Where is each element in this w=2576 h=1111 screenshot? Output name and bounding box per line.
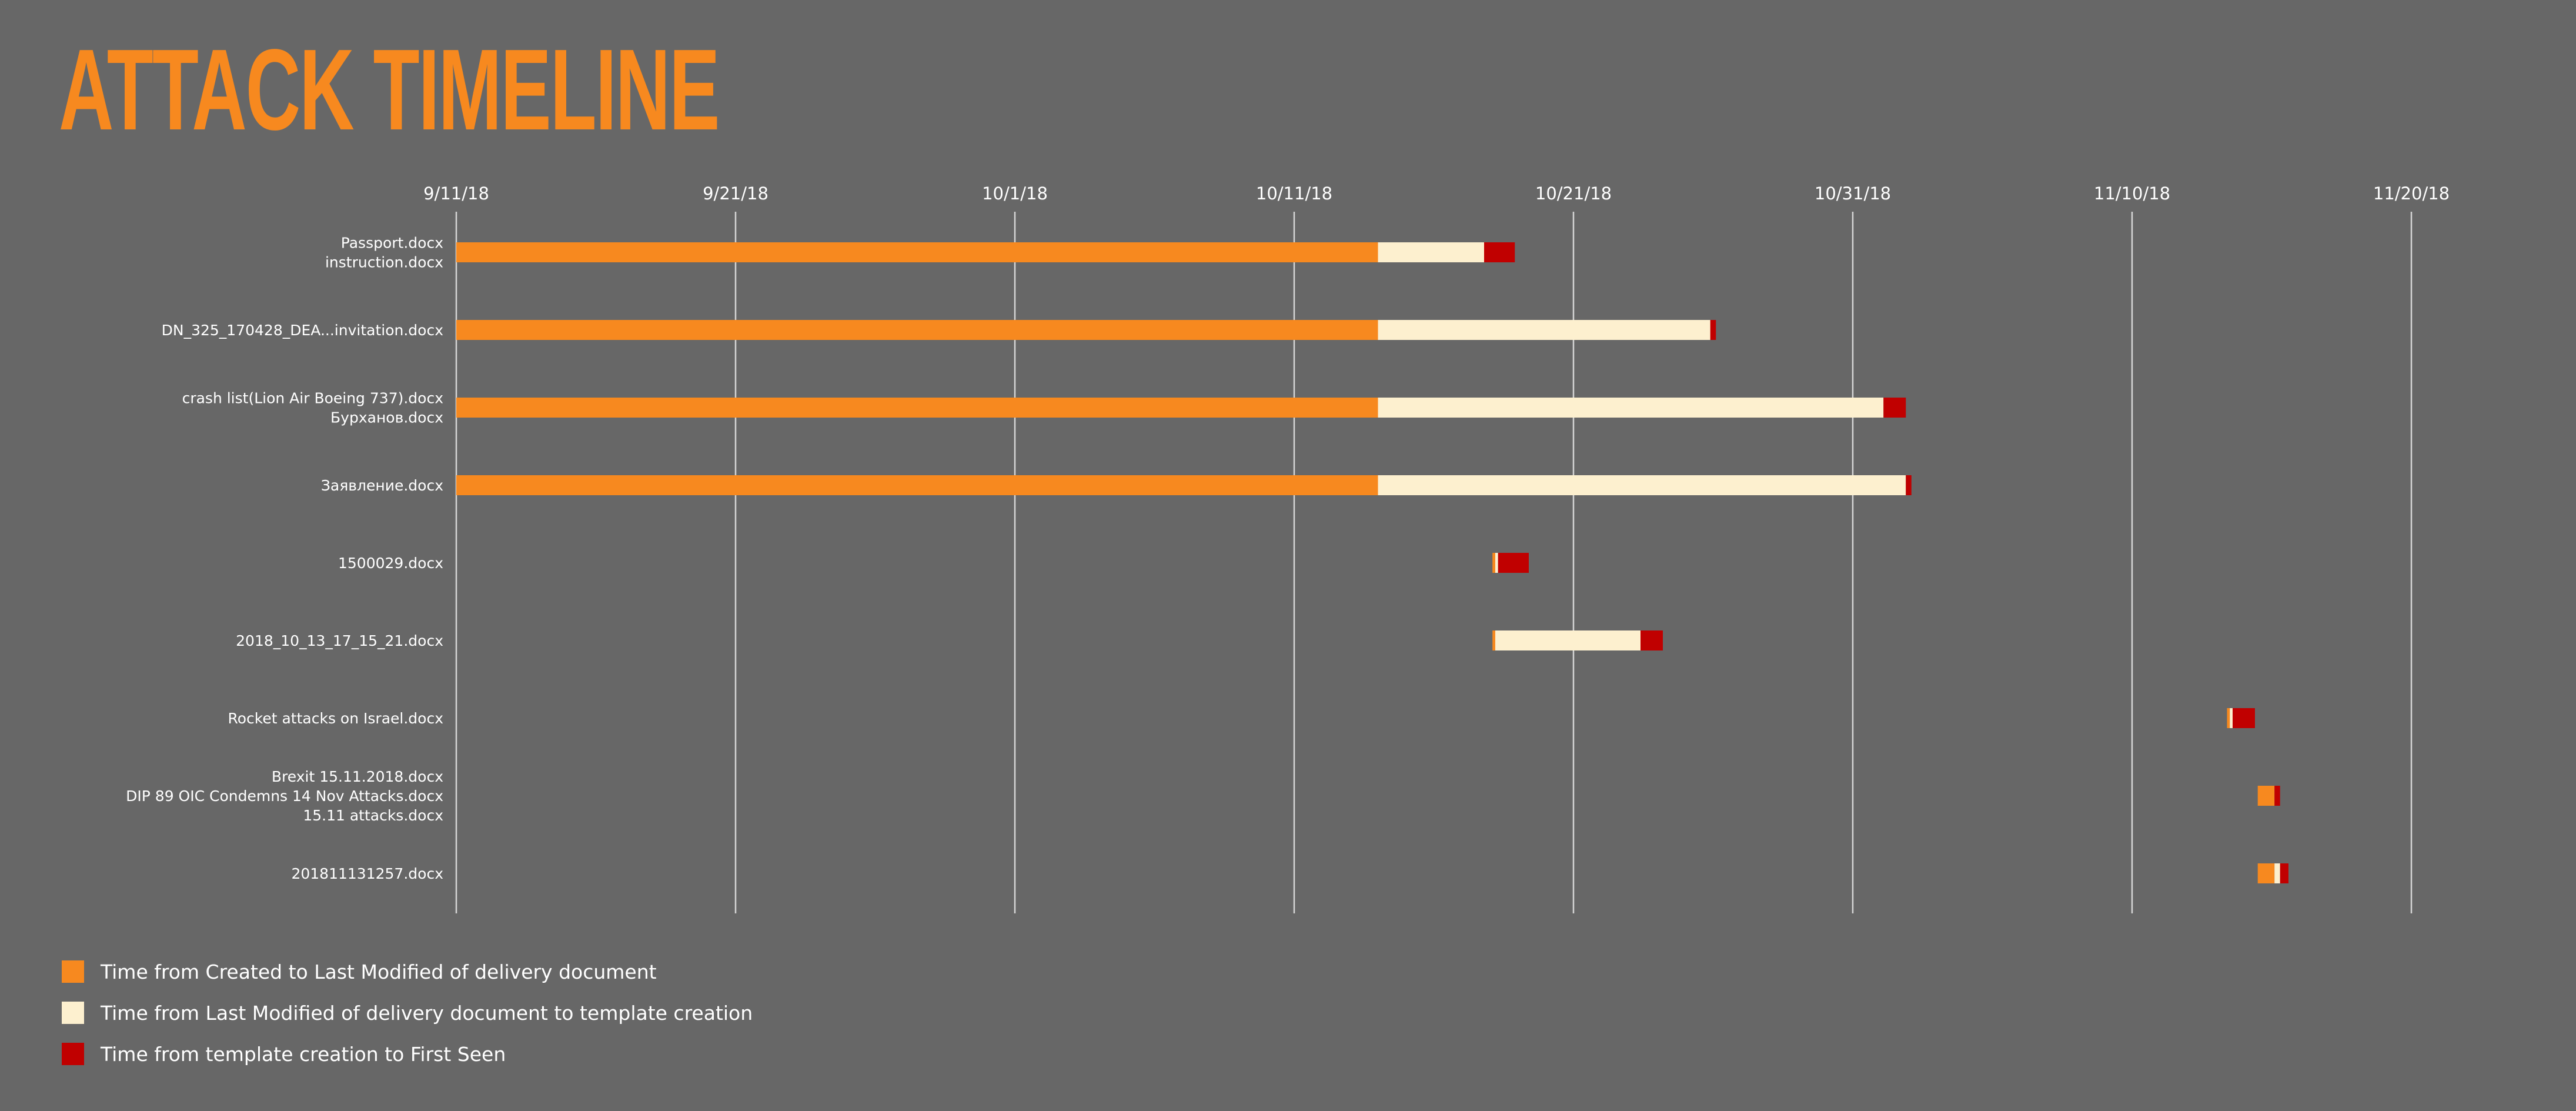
row-label: Бурханов.docx bbox=[330, 409, 443, 426]
legend-swatch-red bbox=[62, 1043, 84, 1065]
bar-segment-created-to-modified bbox=[456, 475, 1378, 495]
bar-segment-modified-to-template bbox=[2230, 708, 2233, 728]
bar-segment-modified-to-template bbox=[1378, 475, 1906, 495]
row-label: 15.11 attacks.docx bbox=[303, 807, 443, 824]
bar-segment-template-to-first-seen bbox=[1906, 475, 1912, 495]
bar-segment-template-to-first-seen bbox=[1710, 320, 1716, 340]
bar-segment-created-to-modified bbox=[1492, 630, 1495, 650]
row-label: DN_325_170428_DEA...invitation.docx bbox=[162, 322, 443, 339]
legend-label: Time from Last Modified of delivery docu… bbox=[101, 1001, 753, 1025]
bar-segment-template-to-first-seen bbox=[2233, 708, 2255, 728]
bar-segment-template-to-first-seen bbox=[1484, 242, 1515, 262]
bar-segment-modified-to-template bbox=[1378, 320, 1710, 340]
x-tick-label: 10/1/18 bbox=[982, 184, 1048, 203]
legend-item-created-to-modified: Time from Created to Last Modified of de… bbox=[62, 951, 753, 992]
row-label: DIP 89 OIC Condemns 14 Nov Attacks.docx bbox=[126, 788, 443, 805]
legend-label: Time from template creation to First See… bbox=[101, 1042, 506, 1066]
row-label: Passport.docx bbox=[341, 235, 443, 252]
bar-segment-modified-to-template bbox=[1378, 398, 1884, 418]
legend: Time from Created to Last Modified of de… bbox=[62, 951, 753, 1075]
bar-segment-created-to-modified bbox=[2257, 863, 2275, 883]
row-label: instruction.docx bbox=[325, 254, 443, 271]
legend-item-template-to-first-seen: Time from template creation to First See… bbox=[62, 1033, 753, 1075]
x-tick-label: 10/31/18 bbox=[1815, 184, 1891, 203]
bar-segment-template-to-first-seen bbox=[2280, 863, 2288, 883]
row-label: crash list(Lion Air Boeing 737).docx bbox=[182, 390, 443, 407]
x-tick-label: 9/11/18 bbox=[423, 184, 489, 203]
legend-swatch-orange bbox=[62, 960, 84, 983]
timeline-chart: 9/11/18 9/21/18 10/1/18 10/11/18 10/21/18 10/… bbox=[126, 184, 2450, 913]
bar-segment-created-to-modified bbox=[2227, 708, 2230, 728]
bar-segment-created-to-modified bbox=[456, 320, 1378, 340]
chart-title: ATTACK TIMELINE bbox=[59, 25, 720, 154]
bar-segment-created-to-modified bbox=[456, 242, 1378, 262]
legend-swatch-cream bbox=[62, 1002, 84, 1024]
row-label: 201811131257.docx bbox=[291, 865, 443, 882]
x-tick-label: 10/21/18 bbox=[1535, 184, 1612, 203]
bar-segment-created-to-modified bbox=[1492, 553, 1495, 573]
row-label: Rocket attacks on Israel.docx bbox=[228, 710, 443, 727]
bar-segment-template-to-first-seen bbox=[2274, 786, 2280, 806]
legend-item-modified-to-template: Time from Last Modified of delivery docu… bbox=[62, 992, 753, 1033]
row-label: Brexit 15.11.2018.docx bbox=[272, 768, 443, 785]
x-tick-label: 10/11/18 bbox=[1256, 184, 1332, 203]
row-label: 1500029.docx bbox=[338, 555, 443, 572]
x-tick-label: 11/20/18 bbox=[2373, 184, 2450, 203]
bar-segment-modified-to-template bbox=[1495, 553, 1498, 573]
bar-segment-modified-to-template bbox=[1495, 630, 1641, 650]
bar-segment-template-to-first-seen bbox=[1641, 630, 1663, 650]
bar-segment-created-to-modified bbox=[2257, 786, 2275, 806]
legend-label: Time from Created to Last Modified of de… bbox=[101, 960, 657, 983]
bar-segment-template-to-first-seen bbox=[1498, 553, 1529, 573]
bar-segment-modified-to-template bbox=[2274, 863, 2280, 883]
x-tick-label: 9/21/18 bbox=[703, 184, 769, 203]
bar-segment-created-to-modified bbox=[456, 398, 1378, 418]
x-tick-label: 11/10/18 bbox=[2094, 184, 2170, 203]
bar-segment-template-to-first-seen bbox=[1883, 398, 1906, 418]
bar-segment-modified-to-template bbox=[1378, 242, 1484, 262]
row-label: 2018_10_13_17_15_21.docx bbox=[236, 632, 443, 649]
row-label: Заявление.docx bbox=[321, 477, 443, 494]
